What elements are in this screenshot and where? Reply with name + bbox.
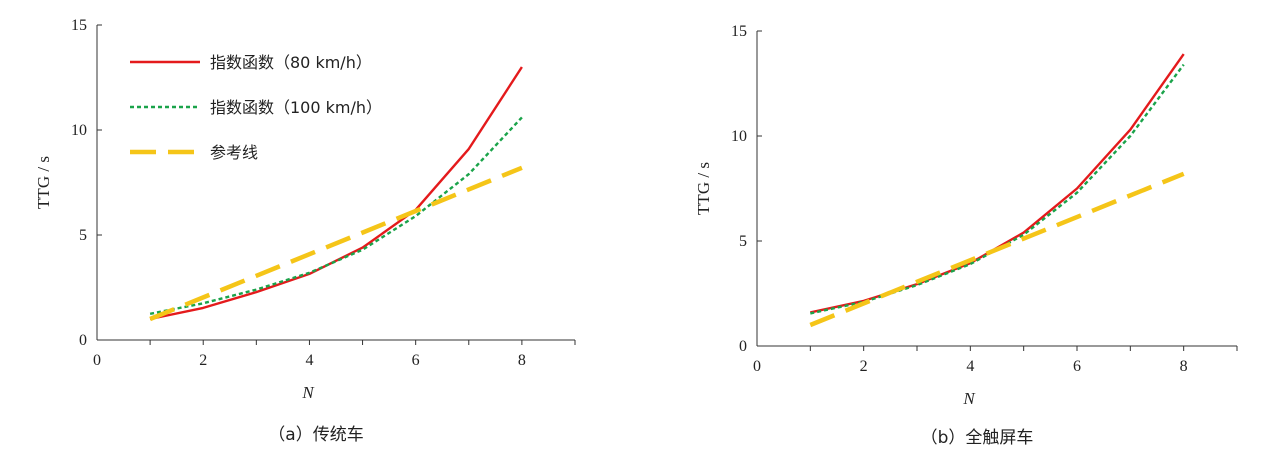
x-tick-label: 8 bbox=[518, 352, 526, 369]
series-line-exp-80 bbox=[810, 53, 1185, 314]
y-axis-title: TTG / s bbox=[694, 162, 713, 215]
x-tick-label: 6 bbox=[1073, 358, 1081, 375]
legend-label: 指数函数（80 km/h） bbox=[210, 53, 372, 72]
chart-traditional-car: 0 5 10 15 0 2 4 6 8 N TTG / s 指数函数（80 km/h） 指数函数（100… bbox=[34, 17, 576, 445]
series-line-reference bbox=[149, 165, 523, 322]
x-axis-title: N bbox=[962, 389, 976, 408]
y-tick-label: 5 bbox=[739, 233, 747, 250]
x-tick-label: 4 bbox=[305, 352, 313, 369]
chart-full-touchscreen-car: 0 5 10 15 0 2 4 6 8 N TTG / s （b）全触屏车 bbox=[694, 23, 1238, 448]
chart-caption: （a）传统车 bbox=[268, 425, 363, 445]
x-tick-label: 0 bbox=[93, 352, 101, 369]
legend-label: 指数函数（100 km/h） bbox=[210, 98, 382, 117]
y-tick-label: 0 bbox=[79, 332, 87, 349]
x-tick-label: 6 bbox=[412, 352, 420, 369]
series-line-exp-100 bbox=[149, 116, 523, 315]
y-tick-label: 15 bbox=[71, 17, 87, 34]
x-tick-label: 8 bbox=[1180, 358, 1188, 375]
series-line-exp-80 bbox=[149, 66, 523, 321]
chart-caption: （b）全触屏车 bbox=[921, 428, 1034, 448]
x-tick-label: 2 bbox=[860, 358, 868, 375]
x-tick-label: 4 bbox=[966, 358, 974, 375]
legend-label: 参考线 bbox=[210, 143, 258, 162]
x-axis-title: N bbox=[301, 383, 315, 402]
x-tick-label: 0 bbox=[753, 358, 761, 375]
y-axis-title: TTG / s bbox=[34, 156, 53, 209]
series-line-reference bbox=[809, 171, 1185, 328]
y-tick-label: 10 bbox=[71, 122, 87, 139]
series-line-exp-100 bbox=[810, 63, 1185, 315]
y-tick-label: 5 bbox=[79, 227, 87, 244]
y-tick-label: 0 bbox=[739, 338, 747, 355]
y-tick-label: 10 bbox=[731, 128, 747, 145]
x-tick-label: 2 bbox=[199, 352, 207, 369]
y-tick-label: 15 bbox=[731, 23, 747, 40]
